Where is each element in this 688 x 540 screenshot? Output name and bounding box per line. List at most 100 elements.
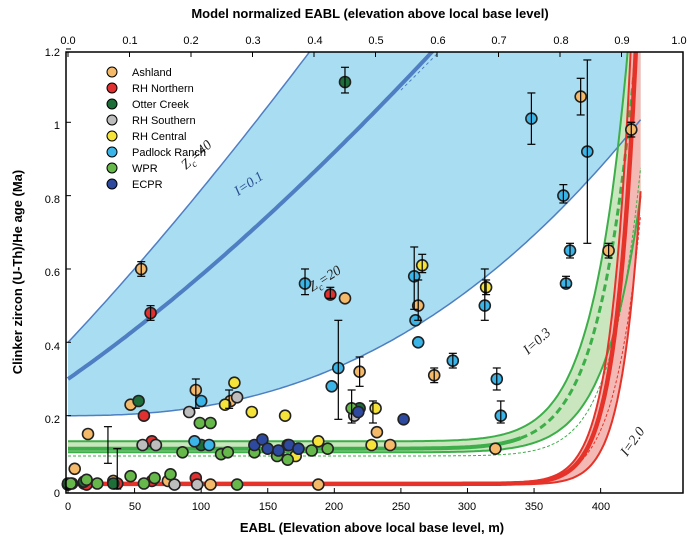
x-tick-100: 100 — [192, 501, 210, 513]
point-wpr — [164, 467, 177, 481]
x2-tick-7: 0.7 — [491, 35, 506, 47]
point-rh-central — [228, 376, 241, 390]
point-rh-southern — [230, 390, 244, 404]
legend-marker-wpr — [106, 162, 118, 174]
point-ashland — [489, 442, 502, 456]
y-axis-title: Clinker zircon (U-Th)/He age (Ma) — [10, 170, 25, 374]
x-tick-300: 300 — [458, 501, 476, 513]
point-padlock-ranch — [188, 434, 201, 448]
y-tick-0.8: 0.8 — [45, 194, 60, 206]
axis-ticks — [66, 48, 684, 493]
point-wpr — [281, 453, 295, 467]
curve-i03-lower — [68, 195, 642, 454]
x-tick-250: 250 — [392, 501, 410, 513]
x-tick-200: 200 — [325, 501, 343, 513]
x-tick-150: 150 — [259, 501, 277, 513]
y-tick-1.2: 1.2 — [45, 47, 60, 59]
x-axis: 0 50 100 150 200 250 300 350 400 — [65, 501, 610, 513]
point-ashland — [68, 462, 81, 476]
point-ecpr — [292, 442, 305, 456]
point-wpr — [91, 477, 104, 490]
legend-label-rh-northern: RH Northern — [132, 83, 194, 95]
x2-tick-9: 0.9 — [614, 35, 629, 47]
legend-label-otter-creek: Otter Creek — [132, 99, 189, 111]
point-wpr — [204, 416, 217, 430]
curve-i03-dashed — [520, 52, 638, 440]
point-ecpr — [397, 412, 410, 426]
point-rh-southern — [190, 478, 204, 491]
point-ashland — [204, 478, 217, 491]
legend-marker-ecpr — [106, 178, 118, 190]
point-ashland — [370, 425, 384, 439]
top-x-axis: 0.0 0.1 0.2 0.3 0.4 0.5 0.6 0.7 0.8 0.9 … — [60, 35, 686, 47]
x2-tick-8: 0.8 — [553, 35, 568, 47]
point-wpr — [80, 473, 93, 487]
point-ecpr — [272, 444, 285, 457]
legend-label-ecpr: ECPR — [132, 179, 163, 191]
point-wpr — [305, 444, 319, 457]
legend-marker-padlock-ranch — [106, 146, 118, 158]
x2-tick-0: 0.0 — [60, 35, 75, 47]
point-wpr — [148, 471, 161, 485]
y-tick-1: 1 — [54, 120, 60, 132]
x-tick-400: 400 — [592, 501, 610, 513]
x2-tick-3: 0.3 — [245, 35, 260, 47]
point-wpr — [193, 416, 207, 430]
point-padlock-ranch — [202, 438, 216, 452]
legend-label-rh-southern: RH Southern — [132, 115, 196, 127]
point-wpr — [64, 477, 77, 490]
point-padlock-ranch — [194, 394, 208, 408]
curve-i01 — [66, 52, 435, 381]
point-ashland — [383, 438, 397, 452]
curve-i03-thin-dashed — [68, 167, 642, 457]
x2-tick-6: 0.6 — [430, 35, 445, 47]
point-ashland — [338, 291, 352, 305]
x2-tick-10: 1.0 — [671, 35, 686, 47]
point-rh-southern — [168, 478, 181, 491]
legend-marker-rh-southern — [106, 114, 118, 126]
x-axis-title: EABL (Elevation above local base level, … — [240, 520, 504, 535]
point-rh-northern — [137, 409, 151, 423]
x-tick-350: 350 — [525, 501, 543, 513]
error-bars — [103, 59, 636, 490]
point-ecpr — [351, 405, 365, 419]
y-axis: 0 0.2 0.4 0.6 0.8 1 1.2 — [45, 47, 60, 500]
x-tick-50: 50 — [129, 501, 141, 513]
point-ecpr — [256, 433, 269, 446]
x2-tick-2: 0.2 — [183, 35, 198, 47]
legend-label-padlock-ranch: Padlock Ranch — [132, 147, 206, 159]
point-wpr — [137, 477, 151, 490]
x2-tick-5: 0.5 — [368, 35, 383, 47]
legend-marker-rh-central — [106, 130, 118, 142]
point-rh-central — [311, 434, 325, 448]
point-otter-creek — [132, 394, 145, 408]
point-rh-central — [369, 401, 382, 415]
point-wpr — [124, 469, 137, 483]
label-i20: I=2.0 — [617, 425, 648, 460]
point-wpr — [230, 478, 244, 491]
point-rh-central — [278, 409, 292, 423]
legend: Ashland RH Northern Otter Creek RH South… — [106, 66, 206, 191]
point-rh-central — [218, 398, 232, 412]
legend-marker-rh-northern — [106, 82, 118, 94]
x2-tick-4: 0.4 — [307, 35, 322, 47]
point-wpr — [221, 445, 235, 459]
point-rh-central — [365, 438, 378, 452]
point-wpr — [176, 445, 189, 459]
point-wpr — [321, 442, 335, 456]
curve-i03-upper — [68, 52, 629, 443]
point-rh-southern — [182, 405, 196, 419]
legend-label-rh-central: RH Central — [132, 131, 186, 143]
legend-label-wpr: WPR — [132, 163, 158, 175]
point-ecpr — [261, 442, 275, 456]
x2-tick-1: 0.1 — [122, 35, 137, 47]
point-ashland — [81, 427, 95, 441]
point-rh-southern — [136, 438, 149, 452]
plot-frame — [65, 51, 684, 494]
point-rh-central — [245, 405, 259, 419]
legend-marker-otter-creek — [106, 98, 118, 110]
legend-label-ashland: Ashland — [132, 67, 172, 79]
point-padlock-ranch — [411, 335, 425, 349]
x-tick-0: 0 — [65, 501, 71, 513]
